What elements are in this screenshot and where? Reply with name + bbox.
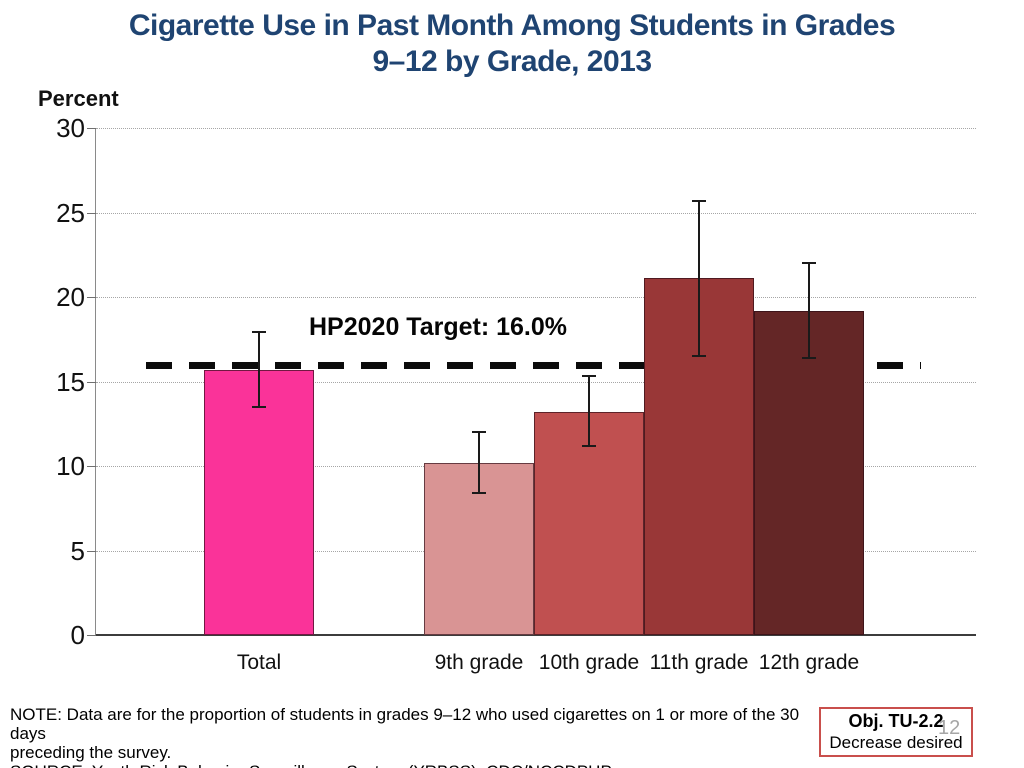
bar-12th-grade <box>754 310 864 635</box>
x-tick-label: Total <box>236 651 282 674</box>
error-bar-cap <box>582 375 596 378</box>
y-tick-label: 15 <box>56 366 85 397</box>
error-bar-cap <box>582 444 596 447</box>
gridline <box>96 128 976 129</box>
y-axis-tick <box>87 128 96 129</box>
y-axis-title: Percent <box>38 86 119 111</box>
y-axis-tick <box>87 635 96 636</box>
y-axis-tick <box>87 550 96 552</box>
target-line <box>146 361 921 369</box>
error-bar <box>478 432 480 494</box>
y-axis-tick <box>87 297 96 298</box>
error-bar <box>588 376 590 446</box>
y-axis-tick <box>87 466 96 467</box>
bar-total <box>204 369 314 635</box>
bar-9th-grade <box>424 462 534 635</box>
error-bar <box>698 200 700 357</box>
page-number: 12 <box>938 717 961 739</box>
note-line-1: NOTE: Data are for the proportion of stu… <box>10 705 800 743</box>
error-bar-cap <box>252 331 266 334</box>
y-tick-label: 20 <box>56 282 85 312</box>
y-tick-label: 0 <box>70 620 85 650</box>
error-bar <box>258 332 260 407</box>
title-line-1: Cigarette Use in Past Month Among Studen… <box>128 9 896 42</box>
objective-subtitle: Decrease desired <box>829 733 963 752</box>
chart-plot-area: HP2020 Target: 16.0% 0 5 10 15 20 25 30 Total 9t… <box>56 115 976 674</box>
gridline <box>96 381 976 383</box>
y-tick-label: 5 <box>70 535 85 566</box>
x-tick-label: 10th grade <box>538 651 640 674</box>
bar-10th-grade <box>534 411 644 635</box>
footnotes: NOTE: Data are for the proportion of stu… <box>10 705 810 768</box>
error-bar-cap <box>252 405 266 408</box>
error-bar-cap <box>472 492 486 495</box>
gridline <box>96 297 976 298</box>
y-tick-label: 30 <box>56 113 85 143</box>
y-axis-tick <box>87 381 96 383</box>
title-line-2: 9–12 by Grade, 2013 <box>372 45 652 78</box>
error-bar-cap <box>692 355 706 358</box>
note-line-2: preceding the survey. <box>10 743 172 762</box>
y-axis-tick <box>87 212 96 214</box>
error-bar-cap <box>472 431 486 434</box>
objective-box: Obj. TU-2.2 Decrease desired <box>819 707 973 757</box>
x-tick-label: 11th grade <box>649 651 749 674</box>
error-bar-cap <box>692 199 706 202</box>
y-tick-label: 10 <box>56 451 85 481</box>
error-bar-cap <box>802 356 816 359</box>
source-line: SOURCE: Youth Risk Behavior Surveillance… <box>10 762 810 768</box>
error-bar-cap <box>802 262 816 265</box>
error-bar <box>808 263 810 358</box>
x-tick-label: 12th grade <box>758 651 860 674</box>
target-line-label: HP2020 Target: 16.0% <box>309 312 567 341</box>
x-axis-line <box>96 634 976 636</box>
gridline <box>96 212 976 214</box>
objective-title: Obj. TU-2.2 <box>848 711 944 731</box>
y-tick-label: 25 <box>56 197 85 228</box>
page-title: Cigarette Use in Past Month Among Studen… <box>40 8 984 80</box>
x-tick-label: 9th grade <box>434 651 524 674</box>
